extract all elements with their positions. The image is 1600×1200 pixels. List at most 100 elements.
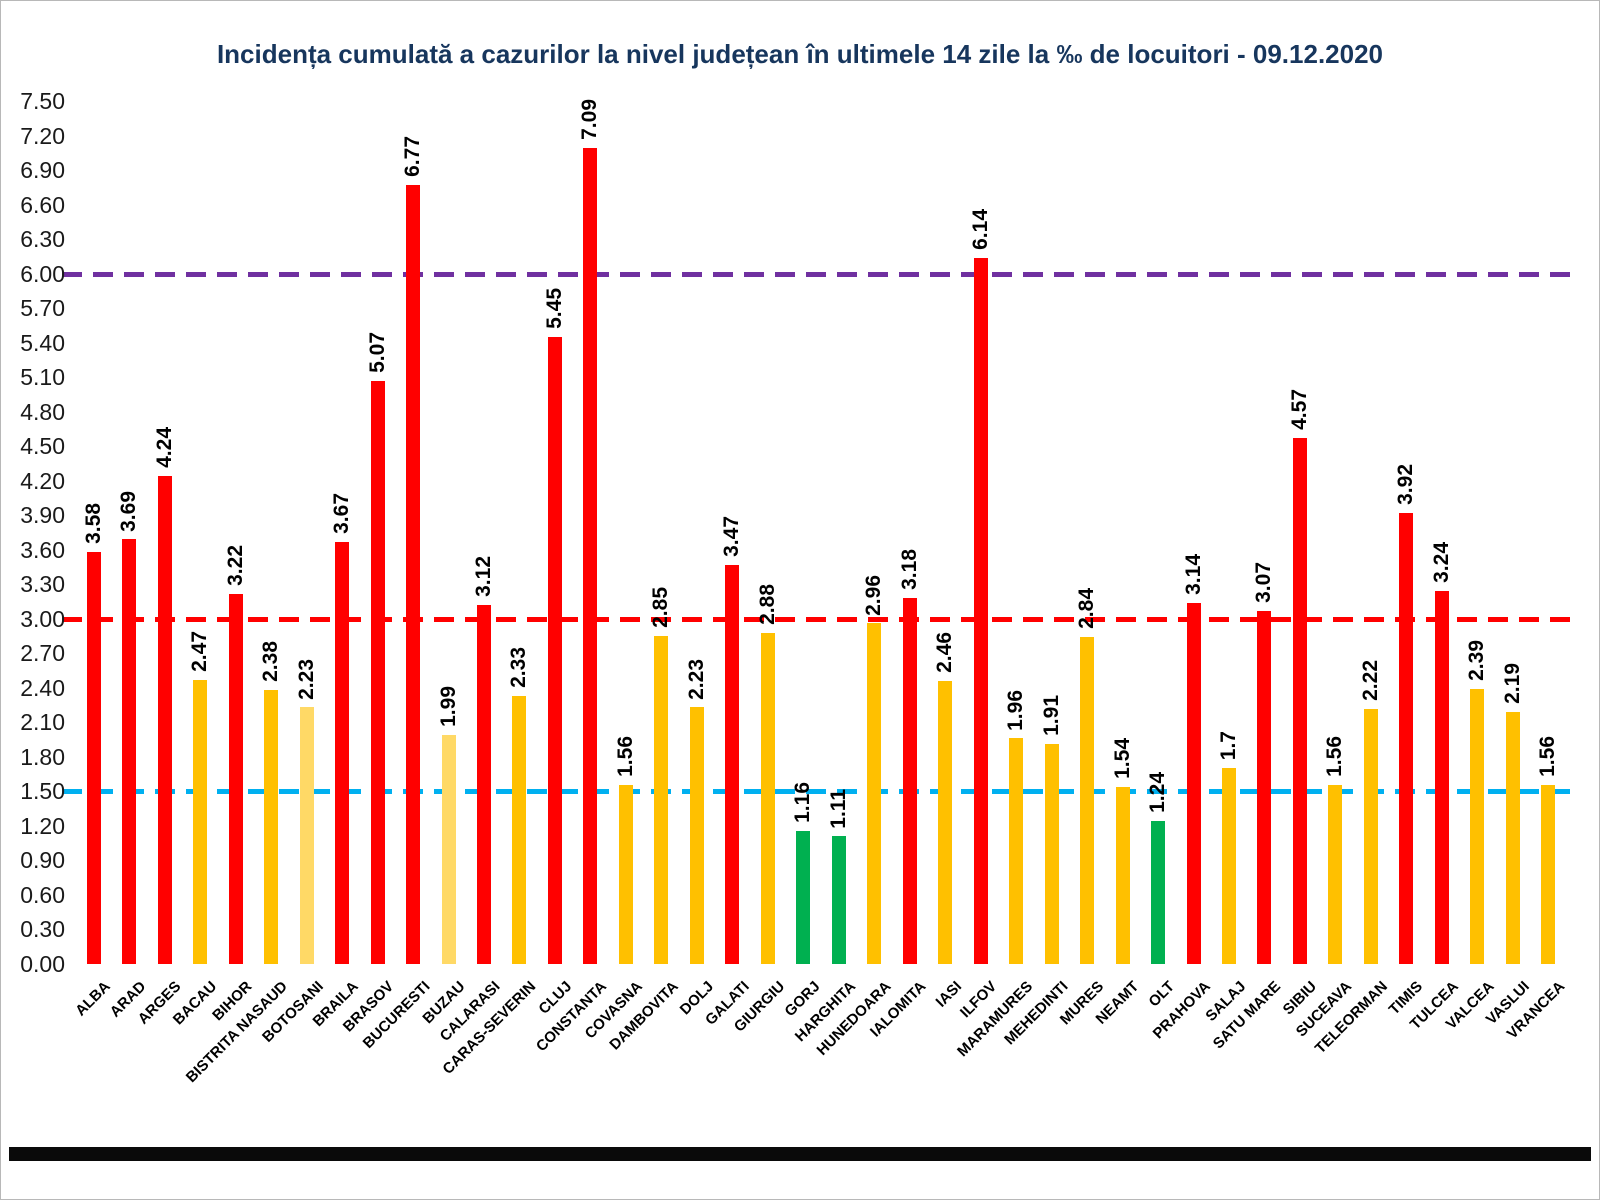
y-axis-tick-label: 6.60: [20, 191, 65, 218]
bar-value-label: 3.92: [1394, 464, 1418, 505]
bar-value-label: 1.16: [791, 781, 815, 823]
bar-tulcea: [1434, 591, 1449, 964]
y-axis-tick-label: 1.20: [20, 812, 65, 839]
bar-galati: [725, 564, 740, 964]
bar-value-label: 2.19: [1500, 663, 1524, 705]
bar-value-label: 2.85: [649, 587, 673, 629]
bar-ialomita: [902, 598, 917, 964]
bar-value-label: 2.23: [684, 658, 708, 700]
bar-vaslui: [1505, 712, 1520, 964]
bottom-black-strip: [9, 1147, 1591, 1161]
bar-value-label: 2.96: [862, 574, 886, 616]
bar-arges: [157, 476, 172, 964]
reference-line-3.00: [62, 616, 1578, 622]
bar-value-label: 7.09: [578, 99, 602, 141]
bar-value-label: 2.23: [294, 658, 318, 700]
bar-value-label: 2.22: [1358, 659, 1382, 701]
bar-neamt: [1115, 786, 1130, 964]
bar-value-label: 4.24: [152, 427, 176, 469]
y-axis-tick-label: 5.10: [20, 364, 65, 391]
y-axis-tick-label: 0.90: [20, 847, 65, 874]
bar-value-label: 2.84: [1075, 588, 1099, 630]
bar-value-label: 5.45: [542, 288, 566, 329]
bar-value-label: 1.56: [613, 735, 637, 777]
bar-value-label: 1.91: [1039, 695, 1063, 737]
bar-satu-mare: [1257, 610, 1272, 964]
y-axis-tick-label: 3.60: [20, 536, 65, 563]
y-axis-tick-label: 2.40: [20, 674, 65, 701]
bar-braila: [335, 541, 350, 964]
bar-value-label: 3.07: [1252, 561, 1276, 603]
y-axis-tick-label: 3.00: [20, 605, 65, 632]
y-axis-tick-label: 0.60: [20, 881, 65, 908]
bar-arad: [122, 539, 137, 964]
y-axis-tick-label: 6.30: [20, 226, 65, 253]
y-axis-tick-label: 6.00: [20, 260, 65, 287]
bar-caras-severin: [512, 695, 527, 964]
bar-value-label: 3.22: [223, 544, 247, 586]
y-axis-tick-label: 0.00: [20, 951, 65, 977]
bar-maramures: [1009, 738, 1024, 964]
bar-iasi: [938, 680, 953, 964]
bar-brasov: [370, 380, 385, 964]
bar-value-label: 1.7: [1216, 731, 1240, 761]
bar-value-label: 3.58: [81, 503, 105, 545]
bar-value-label: 2.39: [1465, 640, 1489, 681]
bar-value-label: 3.69: [117, 490, 141, 532]
bar-timis: [1399, 512, 1414, 964]
y-axis-tick-label: 5.40: [20, 329, 65, 356]
y-axis-tick-label: 0.30: [20, 916, 65, 943]
y-axis-tick-label: 2.10: [20, 709, 65, 736]
y-axis-tick-label: 7.20: [20, 122, 65, 149]
bar-value-label: 3.67: [330, 492, 354, 534]
y-axis-tick-label: 4.20: [20, 467, 65, 494]
y-axis-tick-label: 5.70: [20, 295, 65, 322]
bar-valcea: [1470, 689, 1485, 964]
bar-covasna: [618, 784, 633, 964]
bar-value-label: 3.24: [1429, 542, 1453, 584]
bar-botosani: [299, 707, 314, 964]
bar-teleorman: [1363, 708, 1378, 964]
bar-value-label: 1.96: [1004, 689, 1028, 731]
bar-value-label: 2.46: [933, 632, 957, 673]
bar-value-label: 2.47: [188, 630, 212, 672]
bar-suceava: [1328, 784, 1343, 964]
bar-mehedinti: [1044, 744, 1059, 964]
bar-vrancea: [1541, 784, 1556, 964]
bar-value-label: 2.38: [259, 641, 283, 683]
y-axis-tick-label: 2.70: [20, 640, 65, 667]
bar-value-label: 1.56: [1323, 735, 1347, 777]
bar-alba: [86, 552, 101, 964]
y-axis-tick-label: 7.50: [20, 88, 65, 114]
bar-harghita: [831, 836, 846, 964]
y-axis-tick-label: 6.90: [20, 157, 65, 184]
x-axis-label: ALBA: [72, 978, 114, 1020]
bar-bacau: [193, 679, 208, 964]
y-axis-tick-label: 3.30: [20, 571, 65, 598]
bar-value-label: 1.54: [1110, 737, 1134, 779]
bar-value-label: 5.07: [365, 331, 389, 373]
bar-prahova: [1186, 602, 1201, 964]
bar-value-label: 1.11: [826, 788, 850, 829]
bar-buzau: [441, 735, 456, 964]
reference-line-1.50: [62, 789, 1578, 795]
y-axis-tick-label: 4.80: [20, 398, 65, 425]
bar-ilfov: [973, 257, 988, 964]
chart-title: Incidența cumulată a cazurilor la nivel …: [216, 39, 1384, 69]
bar-value-label: 1.56: [1536, 735, 1560, 777]
bar-gorj: [796, 830, 811, 964]
bar-value-label: 3.12: [471, 556, 495, 597]
bar-value-label: 2.88: [755, 583, 779, 625]
y-axis-tick-label: 4.50: [20, 433, 65, 460]
bar-value-label: 3.47: [720, 515, 744, 557]
bar-bihor: [228, 593, 243, 964]
bar-value-label: 4.57: [1287, 389, 1311, 431]
bar-salaj: [1221, 768, 1236, 964]
reference-line-6.00: [62, 271, 1578, 277]
bar-mures: [1080, 637, 1095, 964]
bar-value-label: 6.14: [968, 208, 992, 250]
bar-hunedoara: [867, 623, 882, 964]
y-axis-tick-label: 1.50: [20, 778, 65, 805]
bar-value-label: 6.77: [401, 136, 425, 177]
bar-giurgiu: [760, 632, 775, 964]
